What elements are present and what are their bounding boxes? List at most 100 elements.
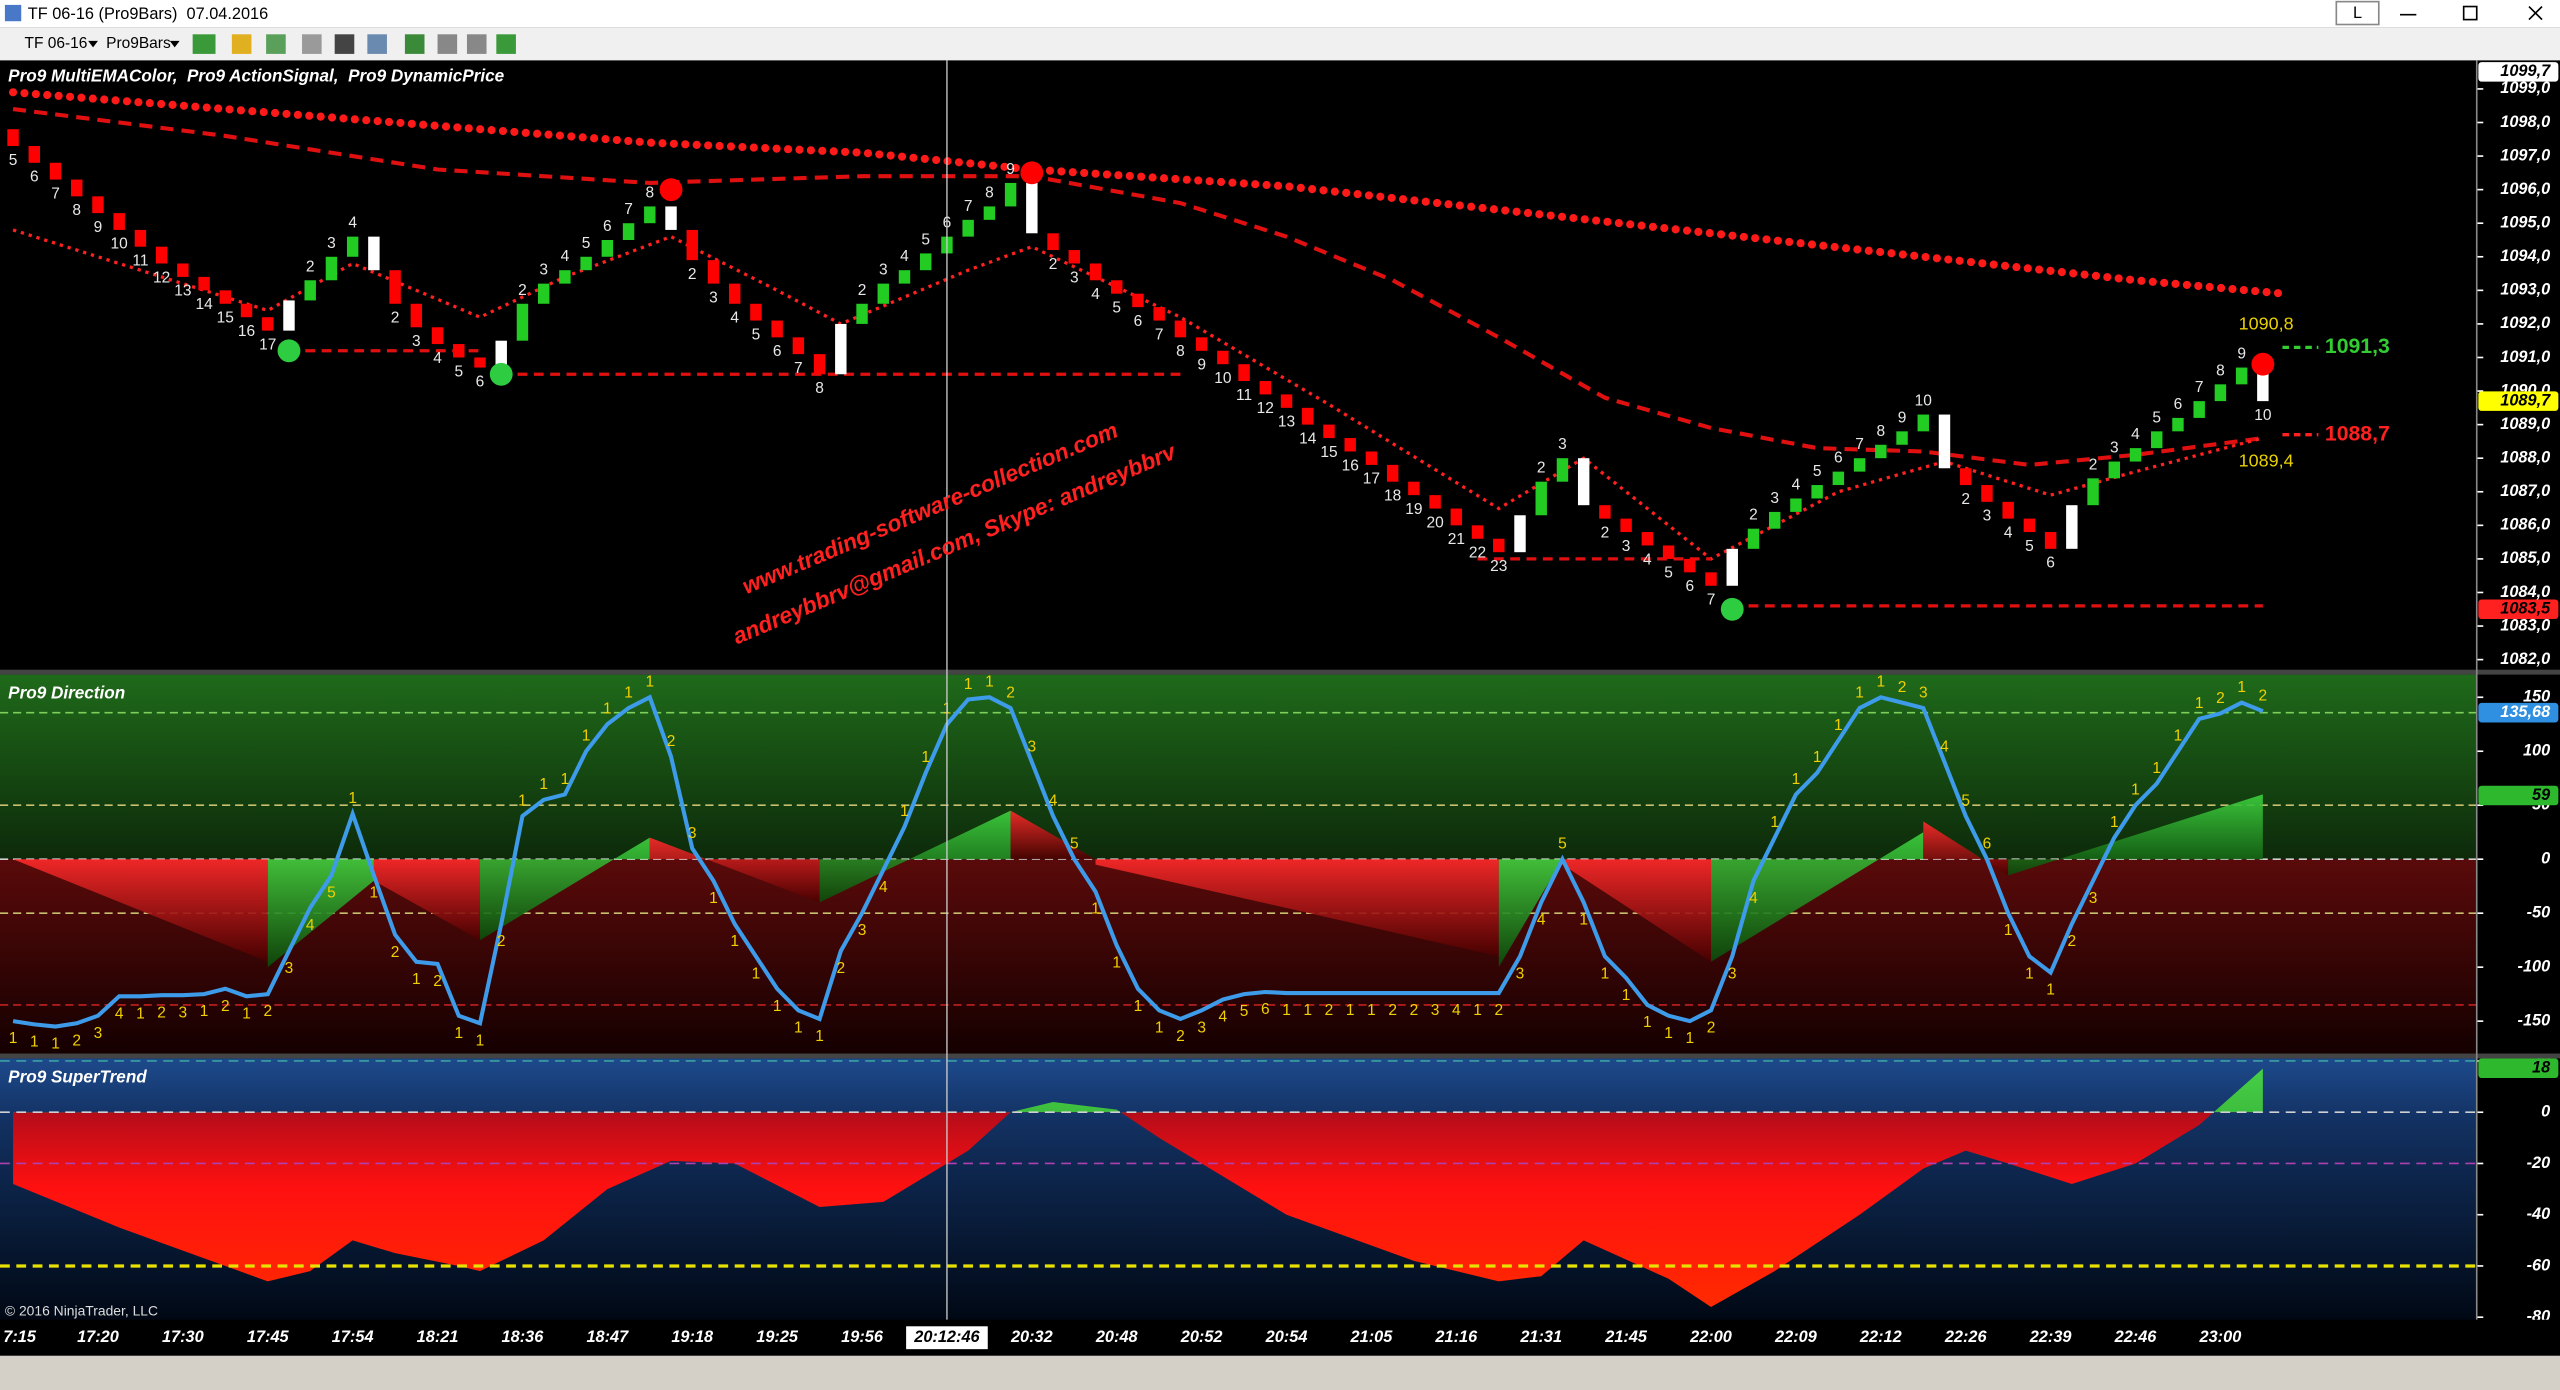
icon[interactable] [231,34,252,54]
bar-count: 6 [476,373,485,390]
histogram-area [13,859,268,962]
direction-count: 2 [221,998,230,1015]
x-tick-label: 22:46 [2114,1328,2158,1346]
axis-badge-label: 59 [2532,786,2551,804]
x-tick-label: 22:12 [1859,1328,1902,1346]
signal-dot [1720,597,1744,621]
y-tick-label: -60 [2527,1256,2551,1274]
bar-count: 10 [1214,370,1232,387]
y-tick-label: 1089,0 [2500,415,2550,433]
bar-count: 14 [195,296,213,313]
histogram-area [2008,794,2263,876]
direction-count: 1 [1643,1014,1652,1031]
x-tick-label: 19:56 [841,1328,884,1346]
icon[interactable] [266,34,286,54]
x-tick-label: 22:09 [1774,1328,1818,1346]
y-tick-label: -100 [2518,957,2551,975]
icon[interactable] [367,34,387,54]
candle [1280,394,1293,408]
direction-count: 1 [1134,998,1143,1015]
bar-count: 7 [794,360,803,377]
user-box[interactable] [2335,0,2380,26]
candle [1132,293,1144,308]
panel-background [0,674,2477,860]
dropdown-arrow [169,40,180,48]
icon[interactable] [437,34,458,54]
ema-line [12,107,2264,467]
icon[interactable] [404,34,425,54]
icon[interactable] [302,34,322,54]
direction-count: 1 [30,1033,39,1050]
candle [1535,481,1547,516]
instrument-selector[interactable]: TF 06-16 [24,35,87,52]
direction-count: 1 [370,884,379,901]
axis-badge [2478,599,2559,620]
x-tick-label: 20:52 [1180,1328,1223,1346]
candle [1386,464,1399,482]
icon[interactable] [466,34,487,54]
direction-count: 1 [561,771,570,788]
bar-count: 4 [1792,477,1801,494]
direction-count: 1 [1112,955,1121,972]
candle [1811,485,1823,499]
bar-type-selector[interactable]: Pro9Bars [106,35,171,52]
bar-count: 10 [1915,393,1933,410]
panel-title: Pro9 Direction [8,683,125,703]
y-tick-label: 1085,0 [2500,549,2550,567]
candle [622,223,635,240]
bar-count: 2 [1537,460,1546,477]
y-tick-label: -150 [2518,1011,2551,1029]
bar-count: 5 [9,152,18,169]
icon[interactable] [334,34,355,54]
candle [1429,495,1441,509]
candle [1323,424,1335,439]
direction-count: 3 [1919,684,1928,701]
candle [2193,401,2205,418]
candle [1026,182,1038,234]
candle [410,303,423,328]
icon[interactable] [496,34,516,54]
candle [1620,518,1632,533]
candle [601,239,614,257]
bar-count: 6 [1834,450,1843,467]
direction-count: 1 [412,971,421,988]
bar-count: 3 [2110,440,2119,457]
direction-count: 1 [794,1019,803,1036]
bar-count: 19 [1405,501,1422,518]
candle [2235,367,2248,385]
candle [1556,458,1569,482]
bar-count: 3 [1770,490,1779,507]
candle [1641,532,1654,546]
close-button[interactable] [2528,5,2543,21]
icon[interactable] [192,34,216,54]
candle [49,162,62,180]
candle [1089,263,1102,281]
direction-count: 1 [964,676,973,693]
bar-count: 2 [858,282,867,299]
bar-count: 2 [1961,491,1970,508]
panel-title: Pro9 SuperTrend [8,1067,147,1087]
direction-count: 1 [51,1036,60,1053]
bar-count: 7 [964,198,973,215]
candle [431,327,444,345]
bar-count: 7 [2195,379,2204,396]
y-tick-label: 1086,0 [2500,516,2550,534]
y-tick-label: 1091,0 [2500,348,2550,366]
x-tick-label: 21:16 [1434,1328,1478,1346]
candle [1153,307,1165,321]
x-tick-label: 22:39 [2029,1328,2073,1346]
direction-count: 1 [1813,749,1822,766]
direction-count: 6 [1261,1001,1270,1018]
bar-count: 4 [561,248,570,265]
candle [1917,414,1929,432]
bar-count: 8 [815,380,824,397]
direction-count: 3 [2089,890,2098,907]
x-tick-label: 21:05 [1350,1328,1394,1346]
bar-count: 7 [624,201,633,218]
bar-count: 9 [2237,346,2246,363]
direction-count: 1 [1282,1002,1291,1019]
candle [1981,485,1993,502]
direction-count: 1 [1770,814,1779,831]
candle [1684,558,1696,573]
restore-button[interactable] [2462,5,2478,21]
